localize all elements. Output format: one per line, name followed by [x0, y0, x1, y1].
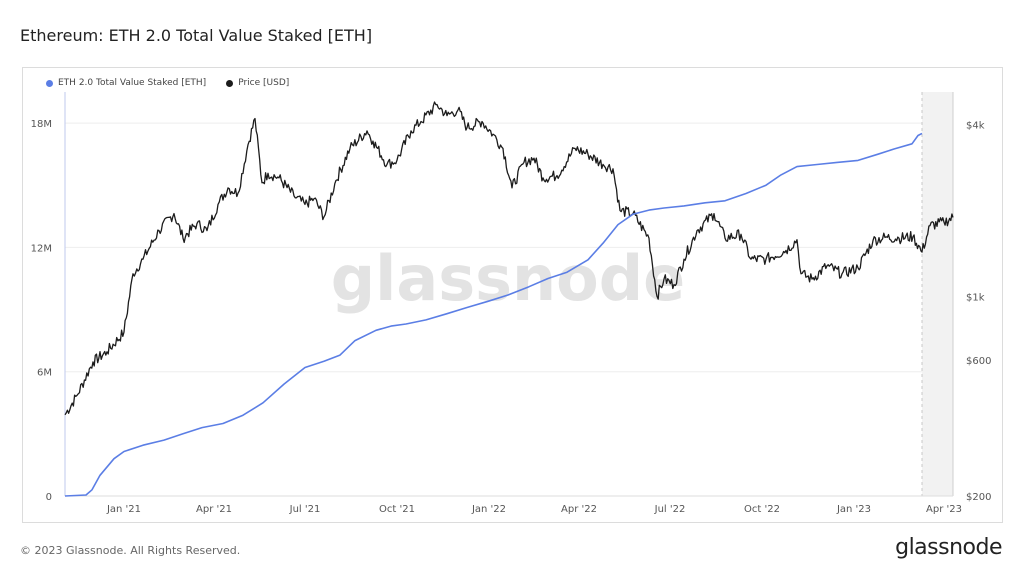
chart-legend: ETH 2.0 Total Value Staked [ETH] Price […: [46, 78, 289, 88]
copyright-text: © 2023 Glassnode. All Rights Reserved.: [20, 544, 241, 557]
legend-label-staked: ETH 2.0 Total Value Staked [ETH]: [58, 78, 207, 88]
chart-frame: [22, 67, 1003, 523]
glassnode-logo[interactable]: glassnode: [895, 535, 1002, 560]
legend-item-staked[interactable]: ETH 2.0 Total Value Staked [ETH]: [46, 78, 206, 88]
page-title: Ethereum: ETH 2.0 Total Value Staked [ET…: [20, 26, 373, 45]
legend-label-price: Price [USD]: [238, 78, 290, 88]
legend-marker-price: [226, 79, 234, 87]
legend-item-price[interactable]: Price [USD]: [226, 78, 289, 88]
legend-marker-staked: [46, 79, 53, 87]
